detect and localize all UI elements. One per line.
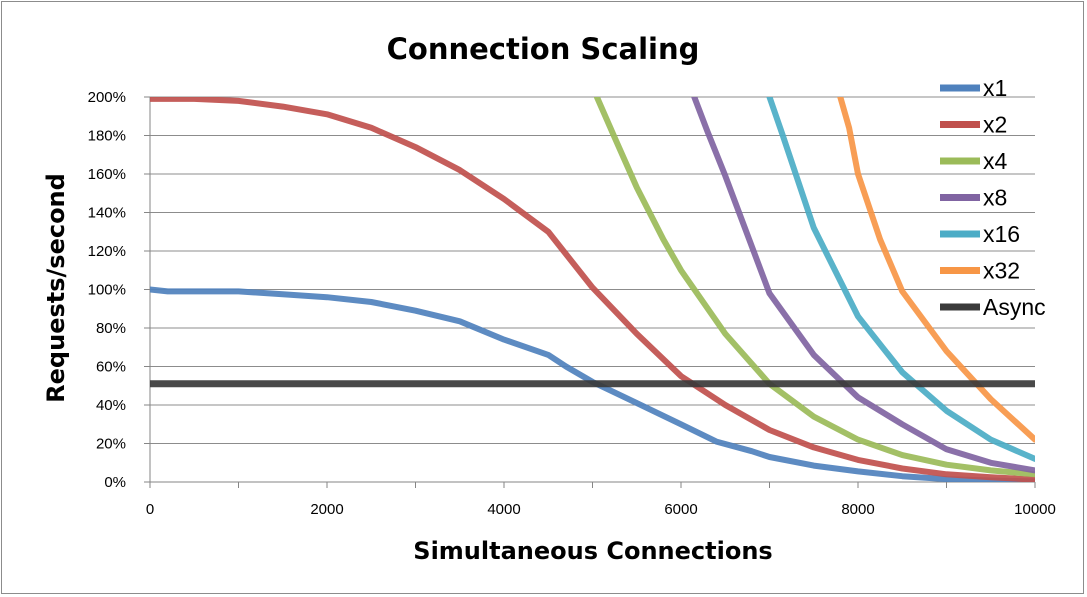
y-tick-label: 0% [104, 474, 126, 491]
y-tick-label: 60% [96, 359, 126, 376]
legend-item-x32: x32 [940, 258, 1020, 284]
legend-item-async: Async [940, 294, 1046, 320]
legend-label: x1 [983, 75, 1007, 101]
legend-item-x2: x2 [940, 112, 1007, 138]
legend-item-x8: x8 [940, 185, 1007, 211]
x-tick-label: 2000 [310, 501, 343, 518]
legend: x1 x2 x4 x8 x16 x32 Async [940, 75, 1046, 320]
y-tick-label: 20% [96, 436, 126, 453]
legend-label: x32 [983, 258, 1020, 284]
legend-item-x16: x16 [940, 221, 1020, 247]
y-tick-label: 120% [88, 243, 126, 260]
y-tick-label: 40% [96, 397, 126, 414]
legend-item-x4: x4 [940, 148, 1008, 174]
series-line-x16 [766, 97, 1035, 462]
legend-label: x4 [983, 148, 1008, 174]
y-axis-title: Requests/second [42, 173, 70, 403]
y-tick-label: 140% [88, 205, 126, 222]
series-lines [150, 97, 1035, 482]
x-tick-label: 4000 [487, 501, 520, 518]
x-tick-label: 8000 [841, 501, 874, 518]
x-tick-label: 10000 [1014, 501, 1056, 518]
legend-label: x16 [983, 221, 1020, 247]
y-axis-ticks: 0% 20% 40% 60% 80% 100% 120% 140% 160% 180% 200% [88, 89, 126, 491]
x-tick-label: 0 [146, 501, 154, 518]
x-axis-title: Simultaneous Connections [413, 537, 772, 565]
y-tick-label: 160% [88, 166, 126, 183]
y-tick-label: 180% [88, 128, 126, 145]
chart-title: Connection Scaling [387, 32, 700, 66]
series-line-x1 [150, 286, 1035, 482]
series-line-x32 [837, 97, 1035, 443]
legend-label: Async [983, 294, 1046, 320]
gridlines [144, 96, 1036, 488]
legend-item-x1: x1 [940, 75, 1007, 101]
series-line-x2 [150, 97, 1035, 482]
series-line-x8 [691, 97, 1035, 474]
y-tick-label: 80% [96, 320, 126, 337]
x-axis-ticks: 0 2000 4000 6000 8000 10000 [146, 501, 1056, 518]
legend-label: x2 [983, 112, 1007, 138]
legend-label: x8 [983, 185, 1007, 211]
y-tick-label: 100% [88, 282, 126, 299]
y-tick-label: 200% [88, 89, 126, 106]
x-tick-label: 6000 [664, 501, 697, 518]
